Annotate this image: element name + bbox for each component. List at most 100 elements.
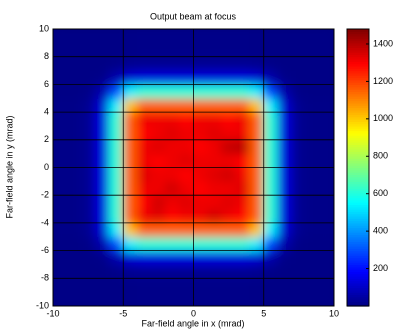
heatmap-cell bbox=[122, 208, 138, 224]
colorbar-step bbox=[347, 257, 369, 261]
heatmap-cell bbox=[122, 42, 138, 58]
heatmap-cell bbox=[136, 180, 152, 196]
heatmap-cell bbox=[291, 111, 307, 127]
colorbar-step bbox=[347, 289, 369, 293]
heatmap-cell bbox=[53, 167, 68, 182]
heatmap-cell bbox=[277, 29, 293, 44]
heatmap-cell bbox=[178, 42, 194, 58]
heatmap-cell bbox=[80, 180, 96, 196]
colorbar-step bbox=[347, 211, 369, 215]
heatmap-cell bbox=[263, 153, 279, 168]
heatmap-cell bbox=[305, 42, 321, 58]
colorbar-step bbox=[347, 121, 369, 125]
heatmap-cell bbox=[150, 208, 166, 224]
heatmap-cell bbox=[53, 194, 68, 210]
colorbar-step bbox=[347, 278, 369, 282]
heatmap-cell bbox=[66, 42, 82, 58]
heatmap-cell bbox=[305, 70, 321, 85]
heatmap-cell bbox=[66, 125, 82, 141]
colorbar-step bbox=[347, 68, 369, 72]
heatmap-cell bbox=[263, 70, 279, 85]
colorbar-step bbox=[347, 160, 369, 164]
colorbar-step bbox=[347, 38, 369, 42]
heatmap-cell bbox=[291, 291, 307, 306]
heatmap-cell bbox=[193, 263, 209, 279]
heatmap-cell bbox=[53, 236, 68, 252]
heatmap-cell bbox=[249, 29, 265, 44]
heatmap-cell bbox=[235, 291, 251, 306]
heatmap-cell bbox=[94, 56, 110, 72]
colorbar-step bbox=[347, 102, 369, 106]
colorbar-step bbox=[347, 31, 369, 35]
heatmap-cell bbox=[221, 180, 237, 196]
heatmap-cell bbox=[53, 277, 68, 293]
heatmap-cell bbox=[291, 194, 307, 210]
heatmap-cell bbox=[193, 83, 209, 99]
heatmap-cell bbox=[249, 83, 265, 99]
colorbar-step bbox=[347, 271, 369, 275]
heatmap-cell bbox=[221, 167, 237, 182]
colorbar-step bbox=[347, 266, 369, 270]
heatmap-cell bbox=[207, 70, 223, 85]
heatmap-cell bbox=[150, 277, 166, 293]
heatmap-cell bbox=[305, 153, 321, 168]
colorbar-step bbox=[347, 280, 369, 284]
heatmap-cell bbox=[94, 42, 110, 58]
heatmap-cell bbox=[94, 97, 110, 113]
heatmap-cell bbox=[221, 236, 237, 252]
heatmap-cell bbox=[108, 222, 124, 238]
heatmap-cell bbox=[193, 70, 209, 85]
heatmap-cell bbox=[235, 97, 251, 113]
heatmap-cell bbox=[136, 29, 152, 44]
heatmap-cell bbox=[150, 56, 166, 72]
colorbar-tick-label: 200 bbox=[373, 263, 388, 273]
colorbar-step bbox=[347, 199, 369, 203]
heatmap-cell bbox=[94, 70, 110, 85]
heatmap-cell bbox=[80, 111, 96, 127]
heatmap-cell bbox=[136, 194, 152, 210]
heatmap-cell bbox=[263, 194, 279, 210]
heatmap-cell bbox=[193, 250, 209, 265]
heatmap-cell bbox=[122, 153, 138, 168]
heatmap-cell bbox=[221, 29, 237, 44]
colorbar-tick-label: 1000 bbox=[373, 113, 393, 123]
heatmap-cell bbox=[263, 236, 279, 252]
heatmap-cell bbox=[178, 125, 194, 141]
heatmap-cell bbox=[53, 291, 68, 306]
colorbar-step bbox=[347, 264, 369, 268]
heatmap-cell bbox=[207, 97, 223, 113]
heatmap-cell bbox=[53, 153, 68, 168]
heatmap-cell bbox=[53, 56, 68, 72]
colorbar-step bbox=[347, 93, 369, 97]
heatmap-cell bbox=[94, 222, 110, 238]
heatmap-cell bbox=[235, 83, 251, 99]
heatmap-cell bbox=[305, 83, 321, 99]
heatmap-cell bbox=[235, 277, 251, 293]
heatmap-cell bbox=[80, 194, 96, 210]
colorbar-step bbox=[347, 146, 369, 150]
heatmap-cell bbox=[277, 222, 293, 238]
heatmap-cell bbox=[122, 194, 138, 210]
heatmap-cell bbox=[150, 222, 166, 238]
colorbar-step bbox=[347, 116, 369, 120]
colorbar-step bbox=[347, 112, 369, 116]
heatmap-cell bbox=[291, 208, 307, 224]
heatmap-cell bbox=[66, 29, 82, 44]
heatmap-cell bbox=[136, 97, 152, 113]
heatmap-cell bbox=[178, 222, 194, 238]
heatmap-cell bbox=[94, 263, 110, 279]
y-tick-label: 10 bbox=[39, 23, 49, 33]
heatmap-cell bbox=[207, 291, 223, 306]
heatmap-cell bbox=[263, 139, 279, 155]
heatmap-cell bbox=[94, 167, 110, 182]
heatmap-cell bbox=[263, 250, 279, 265]
heatmap-cell bbox=[108, 70, 124, 85]
colorbar-step bbox=[347, 139, 369, 143]
heatmap-cell bbox=[122, 222, 138, 238]
colorbar-step bbox=[347, 209, 369, 212]
colorbar-step bbox=[347, 42, 369, 46]
colorbar-step bbox=[347, 86, 369, 90]
heatmap-cell bbox=[66, 139, 82, 155]
heatmap-cell bbox=[80, 236, 96, 252]
colorbar-step bbox=[347, 40, 369, 44]
